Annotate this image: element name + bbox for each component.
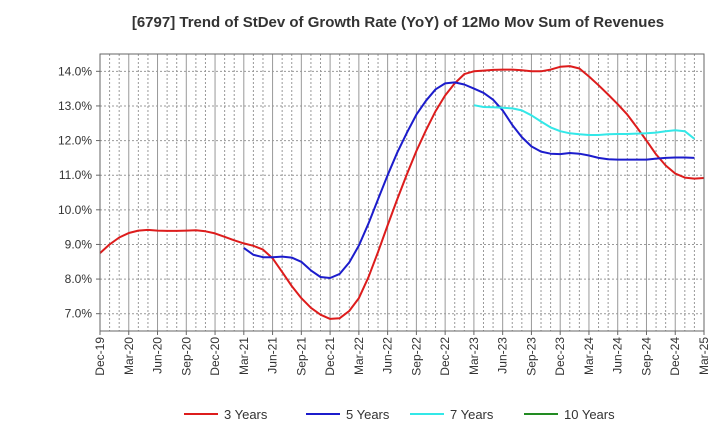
x-tick-label: Jun-20 — [151, 337, 165, 374]
x-tick-label: Mar-22 — [352, 337, 366, 375]
legend-label-5-years: 5 Years — [346, 407, 390, 422]
y-tick-label: 9.0% — [65, 237, 93, 251]
x-tick-label: Sep-21 — [294, 337, 308, 376]
legend: 3 Years 5 Years 7 Years 10 Years — [184, 407, 615, 422]
series-layer — [99, 65, 705, 320]
y-tick-label: 8.0% — [65, 272, 93, 286]
x-tick-label: Mar-24 — [582, 337, 596, 375]
y-axis: 7.0% 8.0% 9.0% 10.0% 11.0% 12.0% 13.0% 14.0% — [58, 64, 100, 321]
x-tick-label: Jun-21 — [266, 337, 280, 374]
x-tick-label: Jun-23 — [496, 337, 510, 374]
y-tick-label: 13.0% — [58, 99, 92, 113]
series-line-5-years — [243, 81, 695, 279]
x-tick-label: Mar-25 — [697, 337, 711, 375]
chart-title: [6797] Trend of StDev of Growth Rate (Yo… — [132, 14, 664, 31]
x-tick-label: Sep-24 — [639, 337, 653, 376]
x-tick-label: Sep-20 — [179, 337, 193, 376]
x-tick-label: Mar-23 — [467, 337, 481, 375]
legend-label-7-years: 7 Years — [450, 407, 494, 422]
y-tick-label: 11.0% — [59, 168, 92, 182]
x-tick-label: Dec-20 — [208, 337, 222, 376]
legend-label-10-years: 10 Years — [564, 407, 615, 422]
grid-layer — [99, 54, 705, 331]
series-line-3-years — [99, 65, 705, 320]
x-tick-label: Mar-20 — [122, 337, 136, 375]
plot-frame — [99, 53, 705, 332]
x-tick-label: Dec-21 — [323, 337, 337, 376]
plot-background — [100, 54, 704, 331]
x-tick-label: Dec-24 — [668, 337, 682, 376]
x-tick-label: Jun-22 — [381, 337, 395, 374]
x-tick-label: Jun-24 — [611, 337, 625, 374]
y-tick-label: 12.0% — [58, 134, 92, 148]
x-tick-label: Dec-23 — [553, 337, 567, 376]
x-tick-label: Mar-21 — [237, 337, 251, 375]
x-tick-label: Dec-19 — [93, 337, 107, 376]
x-tick-label: Sep-23 — [524, 337, 538, 376]
y-tick-label: 7.0% — [65, 307, 93, 321]
series-line-7-years — [473, 104, 696, 140]
legend-label-3-years: 3 Years — [224, 407, 268, 422]
y-tick-label: 14.0% — [58, 64, 92, 78]
x-tick-label: Dec-22 — [438, 337, 452, 376]
y-tick-label: 10.0% — [58, 203, 92, 217]
x-tick-label: Sep-22 — [409, 337, 423, 376]
x-axis: Dec-19 Mar-20 Jun-20 Sep-20 Dec-20 Mar-21 Jun-… — [93, 331, 711, 376]
